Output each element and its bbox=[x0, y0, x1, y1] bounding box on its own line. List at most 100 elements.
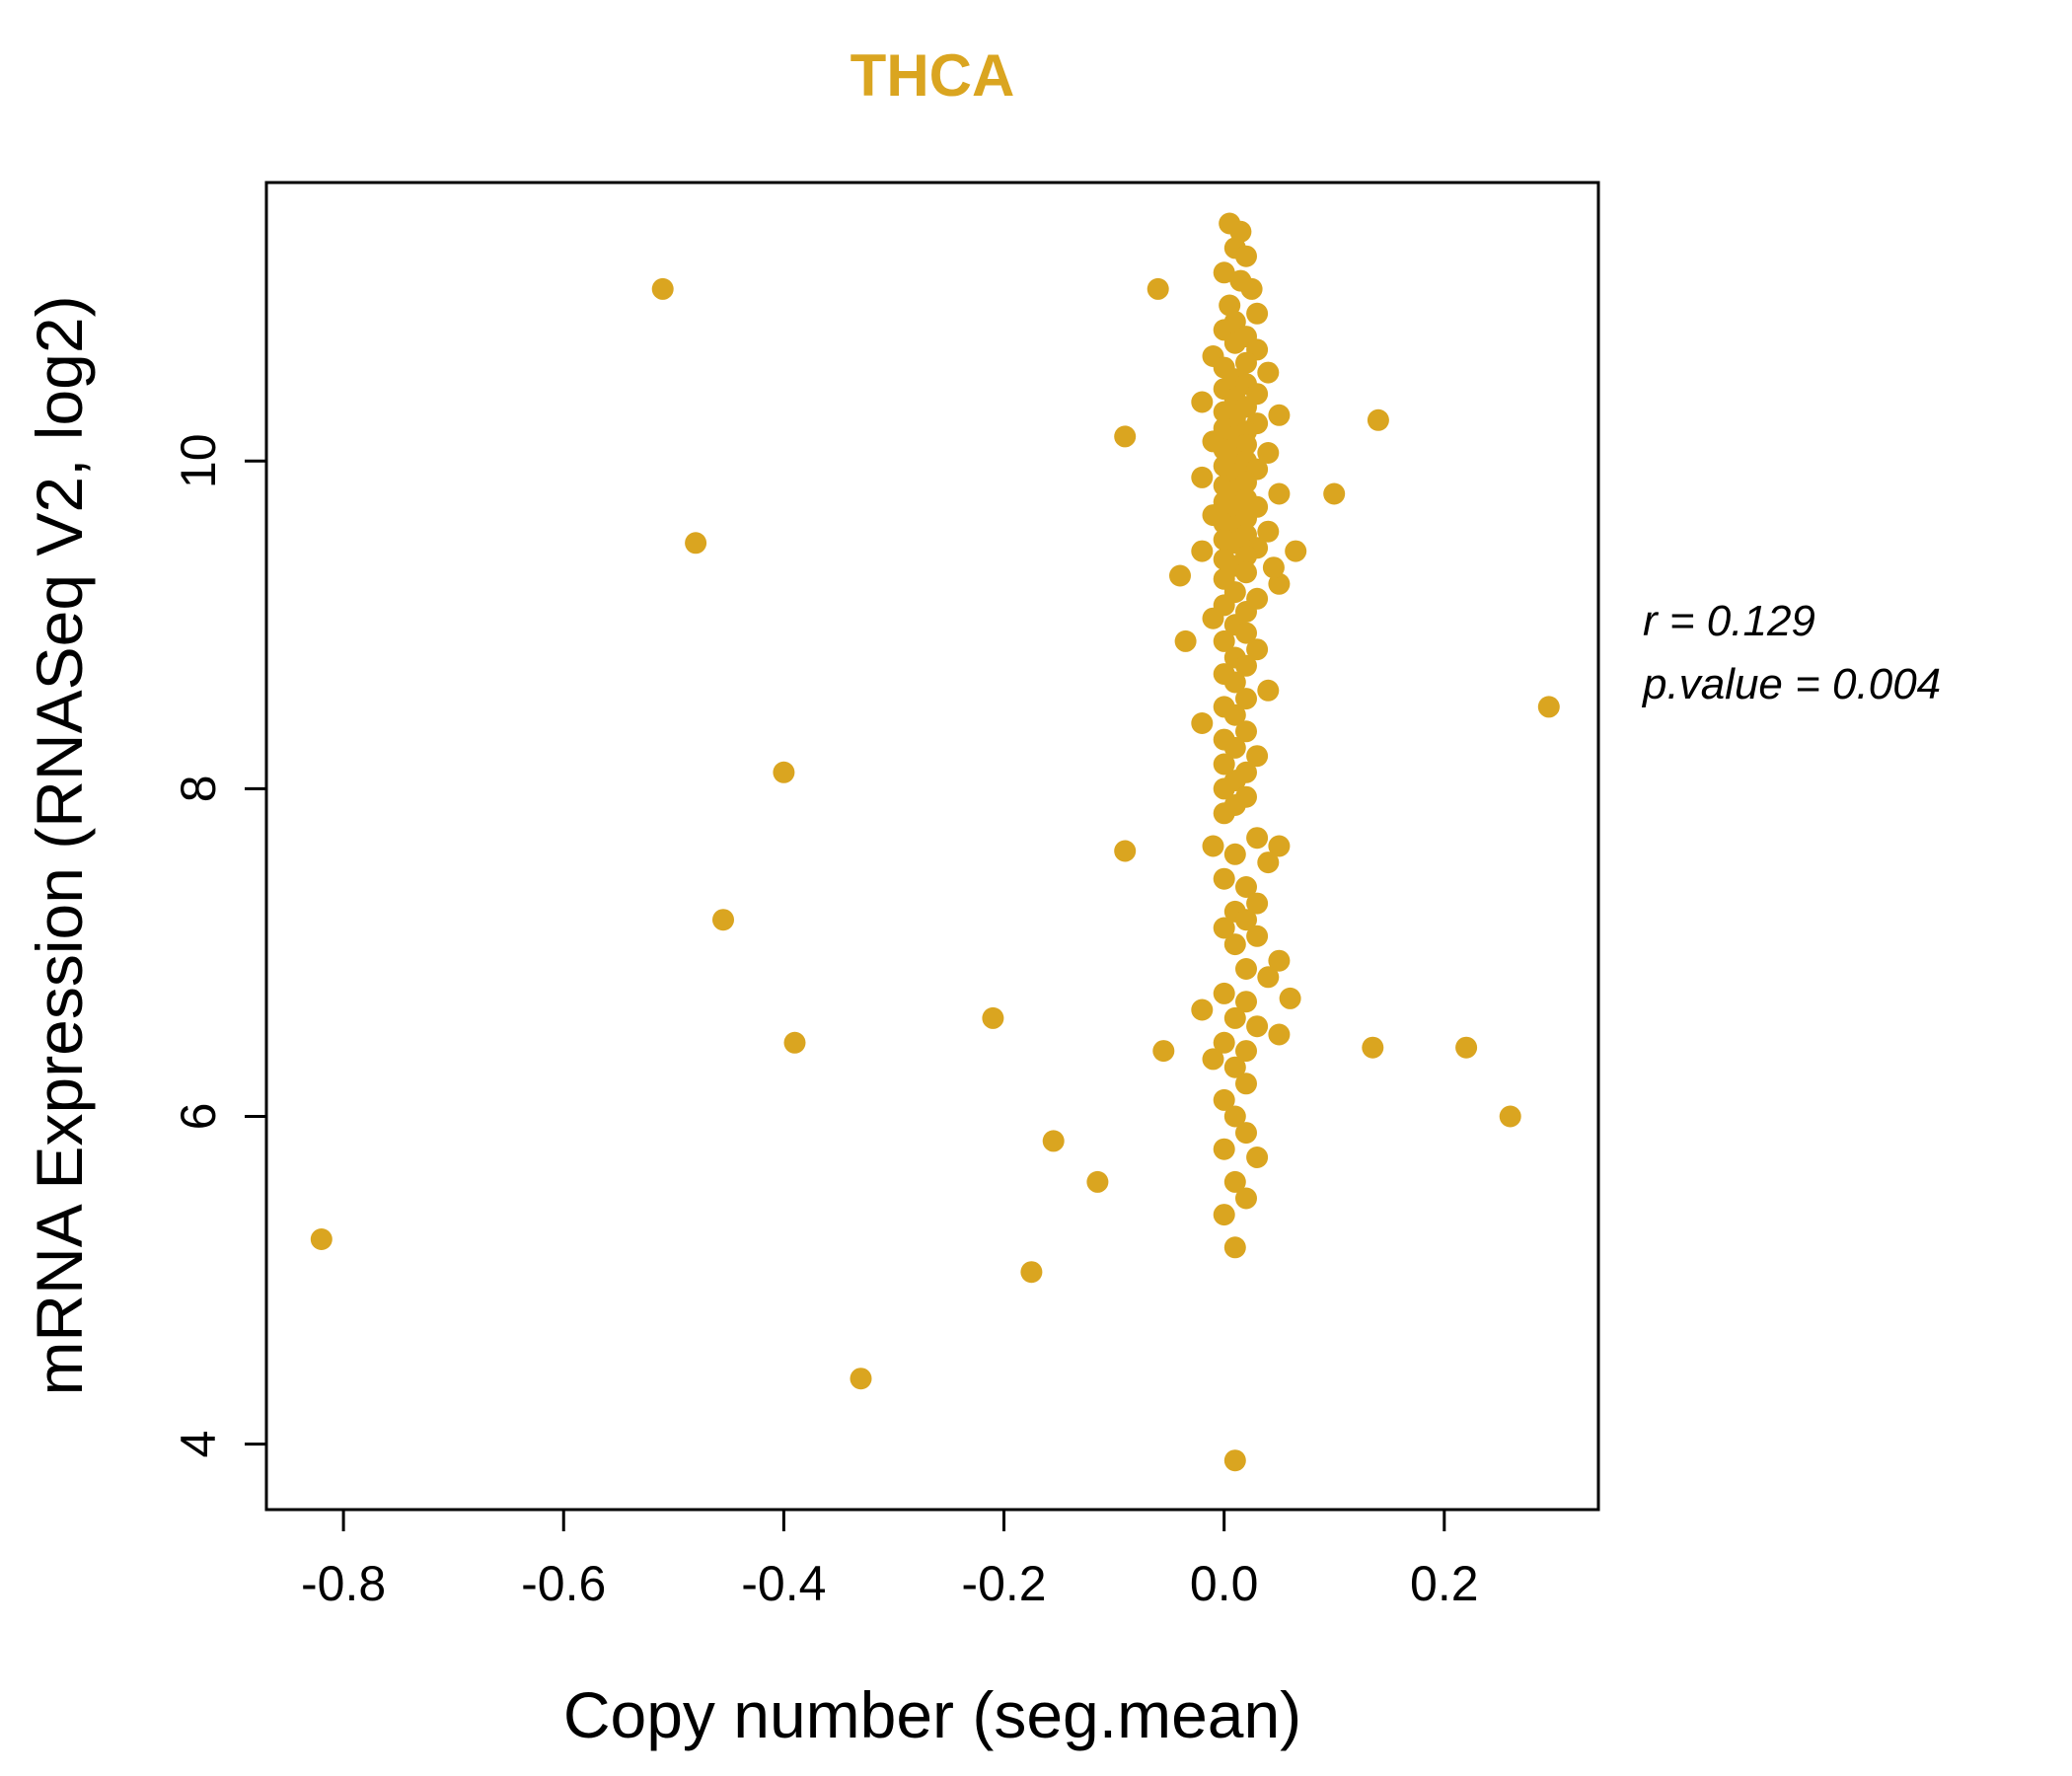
data-point bbox=[1213, 753, 1235, 776]
data-point bbox=[1499, 1105, 1521, 1128]
data-point bbox=[1257, 679, 1280, 702]
data-point bbox=[1362, 1036, 1384, 1059]
pvalue-text: p.value = 0.004 bbox=[1643, 659, 1942, 708]
data-point bbox=[850, 1368, 872, 1390]
data-point bbox=[1537, 696, 1560, 718]
data-point bbox=[1229, 220, 1252, 243]
data-point bbox=[1268, 482, 1291, 505]
data-point bbox=[1223, 1006, 1246, 1029]
data-point bbox=[773, 761, 795, 783]
x-tick-label: -0.2 bbox=[961, 1556, 1046, 1611]
data-point bbox=[1235, 876, 1257, 898]
data-point bbox=[1235, 561, 1257, 584]
y-axis-label: mRNA Expression (RNASeq V2, log2) bbox=[23, 295, 96, 1396]
data-point bbox=[1246, 1147, 1269, 1168]
data-point bbox=[1235, 720, 1257, 743]
data-point bbox=[1367, 408, 1389, 431]
x-tick-label: -0.6 bbox=[521, 1556, 606, 1611]
data-point bbox=[1152, 1040, 1175, 1063]
data-point bbox=[1223, 933, 1246, 956]
data-point bbox=[1235, 909, 1257, 931]
data-point bbox=[1174, 629, 1197, 652]
y-tick-label: 8 bbox=[171, 775, 226, 802]
data-point bbox=[1268, 572, 1291, 595]
data-point bbox=[1223, 1449, 1246, 1472]
x-tick-label: -0.8 bbox=[301, 1556, 386, 1611]
y-tick-label: 4 bbox=[171, 1431, 226, 1458]
data-point bbox=[1213, 982, 1235, 1004]
data-point bbox=[685, 532, 707, 555]
data-point bbox=[1191, 466, 1214, 488]
data-point bbox=[1213, 1088, 1235, 1111]
data-point bbox=[310, 1228, 333, 1250]
x-tick-label: 0.2 bbox=[1410, 1556, 1479, 1611]
data-point bbox=[1257, 520, 1280, 543]
data-point bbox=[783, 1031, 806, 1054]
data-point bbox=[1223, 703, 1246, 726]
data-point bbox=[1235, 1073, 1257, 1095]
data-point bbox=[651, 277, 674, 300]
data-point bbox=[1202, 1048, 1224, 1071]
data-point bbox=[1147, 277, 1169, 300]
x-tick-label: -0.4 bbox=[741, 1556, 826, 1611]
data-point bbox=[1213, 629, 1235, 652]
data-point bbox=[1285, 540, 1307, 562]
stats-annotation: r = 0.129 p.value = 0.004 bbox=[1643, 590, 1941, 716]
data-point bbox=[1202, 607, 1224, 629]
data-point bbox=[1262, 556, 1285, 579]
data-point bbox=[1191, 391, 1214, 413]
data-point bbox=[1191, 999, 1214, 1021]
data-point bbox=[1223, 332, 1246, 354]
data-point bbox=[1235, 991, 1257, 1013]
data-point bbox=[1213, 1031, 1235, 1054]
data-point bbox=[1223, 1105, 1246, 1128]
data-point bbox=[1246, 1015, 1269, 1038]
data-point bbox=[712, 909, 734, 931]
data-point bbox=[1257, 851, 1280, 874]
data-point bbox=[1257, 442, 1280, 464]
data-point bbox=[1323, 482, 1346, 505]
data-point bbox=[1455, 1036, 1478, 1059]
data-point bbox=[1223, 1236, 1246, 1259]
data-point bbox=[1114, 425, 1137, 448]
data-point bbox=[1268, 949, 1291, 972]
data-point bbox=[1086, 1170, 1109, 1193]
data-point bbox=[1235, 654, 1257, 677]
data-point bbox=[1169, 564, 1191, 587]
data-point bbox=[1235, 351, 1257, 374]
plot-box bbox=[264, 181, 1600, 1512]
data-point bbox=[1257, 361, 1280, 384]
data-point bbox=[1246, 827, 1269, 850]
data-point bbox=[1268, 404, 1291, 426]
data-point bbox=[1223, 843, 1246, 865]
data-point bbox=[1235, 688, 1257, 710]
data-point bbox=[1213, 1138, 1235, 1160]
data-point bbox=[1223, 671, 1246, 694]
data-point bbox=[1235, 245, 1257, 267]
x-tick-label: 0.0 bbox=[1190, 1556, 1259, 1611]
data-point bbox=[1114, 840, 1137, 862]
y-tick-label: 6 bbox=[171, 1103, 226, 1131]
data-point bbox=[1202, 835, 1224, 857]
data-point bbox=[1268, 835, 1291, 857]
data-point bbox=[1235, 622, 1257, 644]
data-point bbox=[1235, 1187, 1257, 1210]
data-point bbox=[1279, 987, 1301, 1009]
data-point bbox=[1219, 294, 1241, 317]
data-point bbox=[1246, 745, 1269, 768]
data-point bbox=[1042, 1130, 1065, 1152]
correlation-text: r = 0.129 bbox=[1643, 597, 1815, 645]
data-point bbox=[1213, 261, 1235, 284]
data-point bbox=[1235, 1040, 1257, 1063]
data-point bbox=[1246, 638, 1269, 661]
data-point bbox=[1240, 277, 1263, 300]
data-point bbox=[1223, 1170, 1246, 1193]
data-point bbox=[1246, 925, 1269, 947]
data-point bbox=[1191, 540, 1214, 562]
data-point bbox=[1223, 1056, 1246, 1078]
data-point bbox=[1213, 917, 1235, 939]
data-point bbox=[1223, 736, 1246, 759]
x-axis-label: Copy number (seg.mean) bbox=[562, 1678, 1302, 1751]
